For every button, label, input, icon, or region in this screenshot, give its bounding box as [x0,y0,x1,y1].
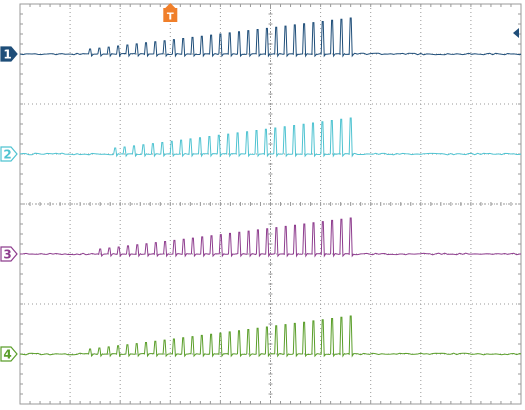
traces: 1 2 3 4 [0,17,522,362]
channel-marker-label: 3 [3,248,11,262]
channel-marker-icon [0,46,18,62]
trace-channel-4 [19,315,522,358]
channel-marker-icon [0,346,18,362]
trigger-marker: T [163,3,178,23]
channel-marker-label: 1 [3,48,11,62]
channel-marker-label: 4 [3,348,11,362]
trace-channel-1 [19,17,522,58]
channel-marker-2: 2 [0,146,18,162]
graticule [19,3,522,405]
trace-channel-3 [19,217,521,258]
trigger-level-arrow-icon [513,28,519,38]
trace-channel-2 [19,117,522,158]
channel-marker-4: 4 [0,346,18,362]
trigger-marker-icon [163,3,178,22]
trigger-label: T [167,12,174,23]
channel-marker-label: 2 [3,148,11,162]
channel-marker-icon [0,146,18,162]
channel-marker-1: 1 [0,46,18,62]
channel-marker-icon [0,246,18,262]
channel-marker-3: 3 [0,246,18,262]
markers: T [163,3,178,23]
